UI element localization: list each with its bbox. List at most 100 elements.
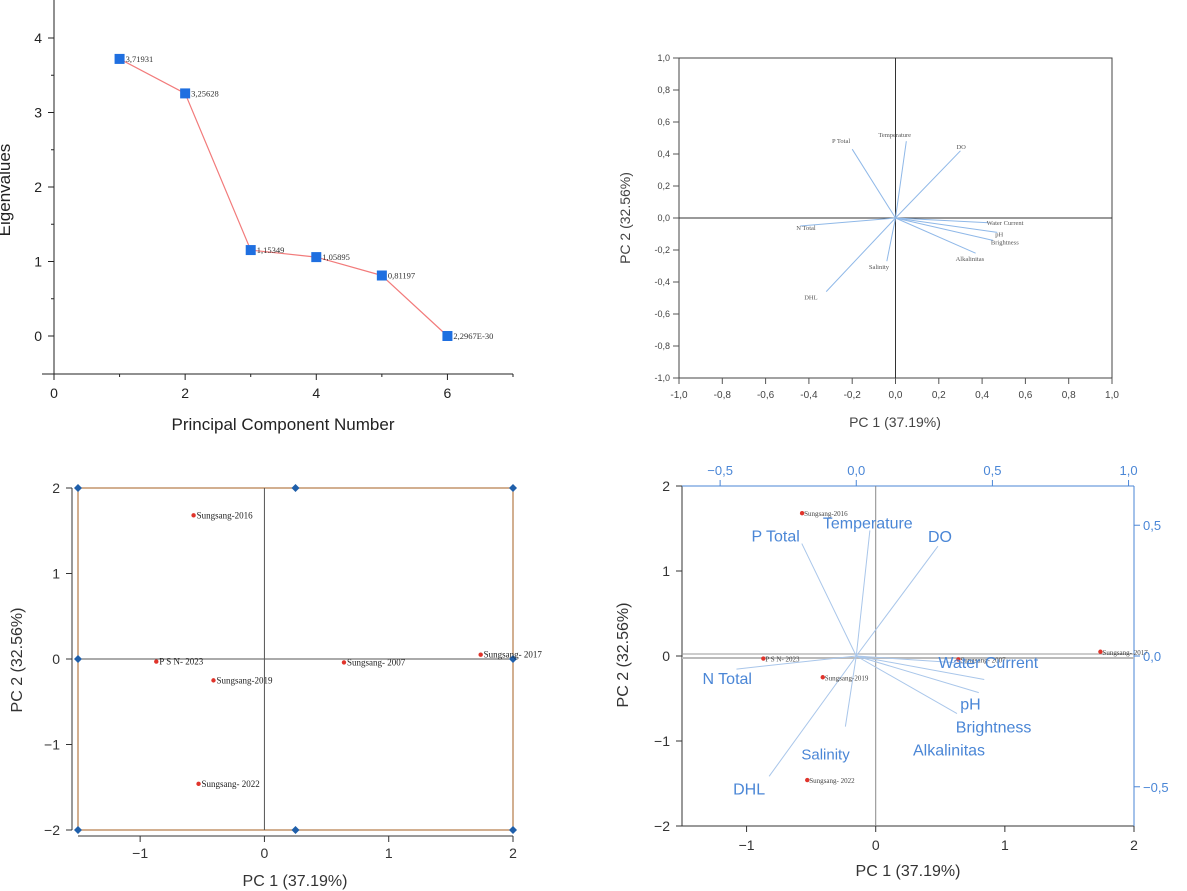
y-tick-label: 1 xyxy=(662,563,670,579)
score-point-label: Sungsang-2019 xyxy=(825,674,869,682)
score-point-label: Sungsang- 2022 xyxy=(202,779,260,789)
score-point xyxy=(956,657,961,662)
x-tick-label: 6 xyxy=(444,385,452,401)
data-label: 3,71931 xyxy=(126,54,154,64)
y-tick-label: 1 xyxy=(34,254,42,270)
y-tick-label: 0 xyxy=(34,328,42,344)
x-tick-label: 1 xyxy=(1001,837,1009,853)
frame-marker xyxy=(74,655,82,663)
data-point-marker xyxy=(180,88,191,99)
y-tick-label: 0,8 xyxy=(657,85,670,95)
x-tick-label: 1,0 xyxy=(1105,390,1119,401)
data-label: 1,15349 xyxy=(257,245,285,255)
y-tick-label: -0,4 xyxy=(654,277,670,287)
vector-label: DO xyxy=(956,144,966,151)
y-axis-label: PC 2 (32.56%) xyxy=(9,608,26,713)
top-x-tick-label: 0,0 xyxy=(847,463,865,478)
loading-vector xyxy=(895,217,989,224)
right-y-tick-label: 0,0 xyxy=(1143,649,1161,664)
x-tick-label: -0,4 xyxy=(800,390,818,401)
y-tick-label: 2 xyxy=(662,478,670,494)
x-axis-label: Principal Component Number xyxy=(172,415,395,434)
frame-marker xyxy=(509,826,517,834)
x-tick-label: 0,8 xyxy=(1062,390,1076,401)
x-tick-label: -0,8 xyxy=(714,390,732,401)
vector-label: P Total xyxy=(751,529,799,546)
data-point-marker xyxy=(376,270,387,281)
score-point-label: Sungsang- 2017 xyxy=(484,650,543,660)
loading-vector xyxy=(851,148,896,219)
loading-vector xyxy=(856,655,958,714)
x-tick-label: 2 xyxy=(181,385,189,401)
loading-vector xyxy=(895,141,907,219)
score-point-label: Sungsang- 2022 xyxy=(809,777,855,785)
x-tick-label: 0,2 xyxy=(932,390,946,401)
right-y-tick-label: −0,5 xyxy=(1143,780,1169,795)
score-point xyxy=(1098,649,1103,654)
score-point-label: Sungsang-2016 xyxy=(804,510,848,518)
data-point-marker xyxy=(311,252,322,263)
loading-vector xyxy=(768,655,857,777)
score-point-label: P S N- 2023 xyxy=(159,657,203,667)
score-point xyxy=(196,781,201,787)
vector-label: Brightness xyxy=(991,239,1019,246)
x-tick-label: 1 xyxy=(385,845,393,861)
loading-vector xyxy=(855,530,871,657)
loading-vector xyxy=(801,543,857,657)
x-tick-label: 0 xyxy=(872,837,880,853)
series-line xyxy=(119,58,448,337)
loading-vector xyxy=(895,217,998,233)
data-label: 3,25628 xyxy=(191,88,219,98)
y-tick-label: 2 xyxy=(34,179,42,195)
data-point-marker xyxy=(245,245,256,256)
x-axis-label: PC 1 (37.19%) xyxy=(856,863,961,880)
vector-label: DHL xyxy=(804,295,817,302)
vector-label: pH xyxy=(960,697,980,714)
loading-vector xyxy=(895,217,976,254)
y-tick-label: -0,8 xyxy=(654,341,670,351)
y-tick-label: −2 xyxy=(654,818,670,834)
vector-label: N Total xyxy=(796,225,816,232)
data-point-marker xyxy=(442,331,453,341)
x-tick-label: 0,4 xyxy=(975,390,989,401)
loading-vector xyxy=(895,150,961,219)
y-tick-label: −2 xyxy=(44,822,60,838)
x-tick-label: 2 xyxy=(1130,837,1138,853)
x-axis-label: PC 1 (37.19%) xyxy=(243,873,348,890)
frame-marker xyxy=(291,826,300,834)
x-tick-label: -0,2 xyxy=(844,390,862,401)
score-point xyxy=(478,652,483,657)
biplot: 2 1 0 −1 −2 −1 0 1 2 −0,5 0,0 0,5 1,0 0,5 0,0 −0,5 PC 1 … xyxy=(615,463,1169,880)
score-point xyxy=(211,678,216,683)
frame-marker xyxy=(74,826,82,834)
data-point-marker xyxy=(114,53,125,64)
loading-vector xyxy=(856,655,979,694)
x-tick-label: 0,6 xyxy=(1018,390,1032,401)
loading-vector xyxy=(825,217,896,292)
score-plot: 2 1 0 −1 −2 −1 0 1 2 PC 1 (37.19%) PC 2 (32.56%) Su… xyxy=(9,480,542,890)
vector-label: DHL xyxy=(733,781,765,798)
y-axis-label: PC 2 (32.56%) xyxy=(615,603,632,708)
y-tick-label: 2 xyxy=(52,480,60,496)
y-tick-label: 0 xyxy=(662,648,670,664)
loading-plot: 1,0 0,8 0,6 0,4 0,2 0,0 -0,2 -0,4 -0,6 -0,8 -1,0-1… xyxy=(617,53,1119,430)
y-tick-label: -0,2 xyxy=(654,245,670,255)
frame-marker xyxy=(509,655,517,663)
score-point-label: Sungsang-2019 xyxy=(216,675,272,685)
y-tick-label: 1,0 xyxy=(657,53,670,63)
y-tick-label: 0,2 xyxy=(657,181,670,191)
top-x-tick-label: 0,5 xyxy=(983,463,1001,478)
y-tick-label: −1 xyxy=(44,737,60,753)
data-label: 1,05895 xyxy=(322,252,350,262)
x-tick-label: −1 xyxy=(132,845,148,861)
loading-vector xyxy=(886,217,896,262)
top-x-tick-label: −0,5 xyxy=(707,463,733,478)
score-point xyxy=(761,656,766,661)
scree-plot: 0 1 2 3 4 0 2 4 6 Principal Component Number Eigen… xyxy=(0,0,514,434)
y-tick-label: 4 xyxy=(34,30,42,46)
right-y-tick-label: 0,5 xyxy=(1143,518,1161,533)
loading-vector xyxy=(800,217,896,227)
y-tick-label: 0,4 xyxy=(657,149,670,159)
vector-label: pH xyxy=(995,231,1003,238)
